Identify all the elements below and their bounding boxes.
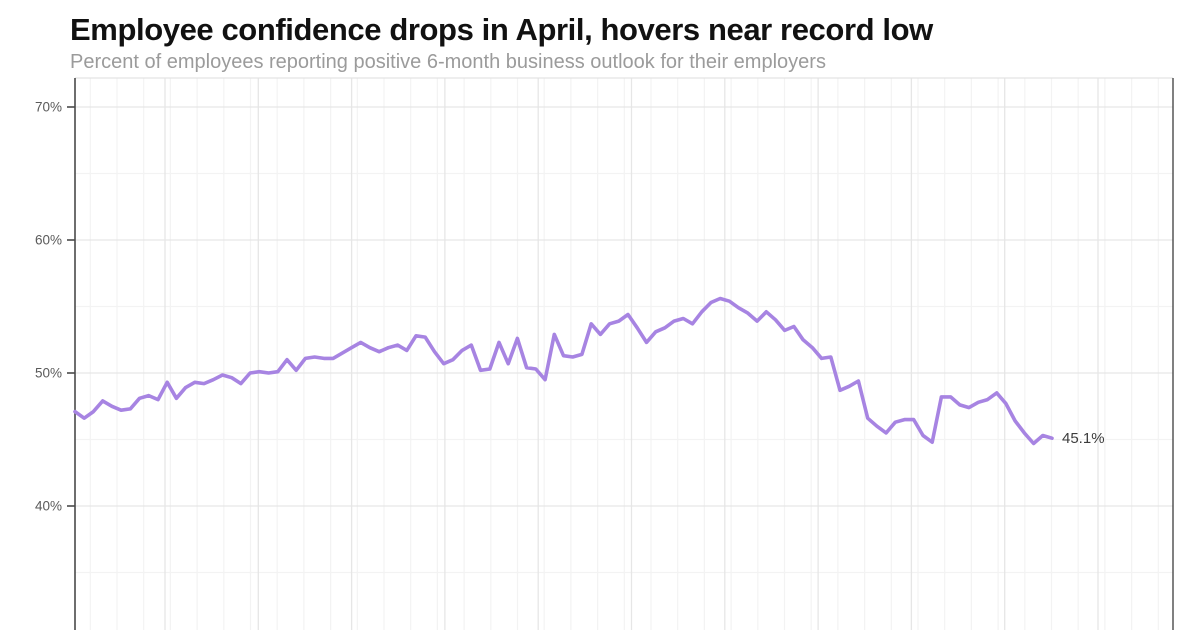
chart-subtitle: Percent of employees reporting positive …	[70, 51, 826, 73]
y-axis-tick-label: 50%	[35, 366, 62, 381]
y-axis-tick-label: 40%	[35, 499, 62, 514]
chart-title: Employee confidence drops in April, hove…	[70, 12, 933, 47]
y-axis-tick-label: 60%	[35, 233, 62, 248]
y-axis-tick-label: 70%	[35, 100, 62, 115]
confidence-line	[73, 296, 1054, 446]
end-value-label: 45.1%	[1062, 430, 1105, 447]
